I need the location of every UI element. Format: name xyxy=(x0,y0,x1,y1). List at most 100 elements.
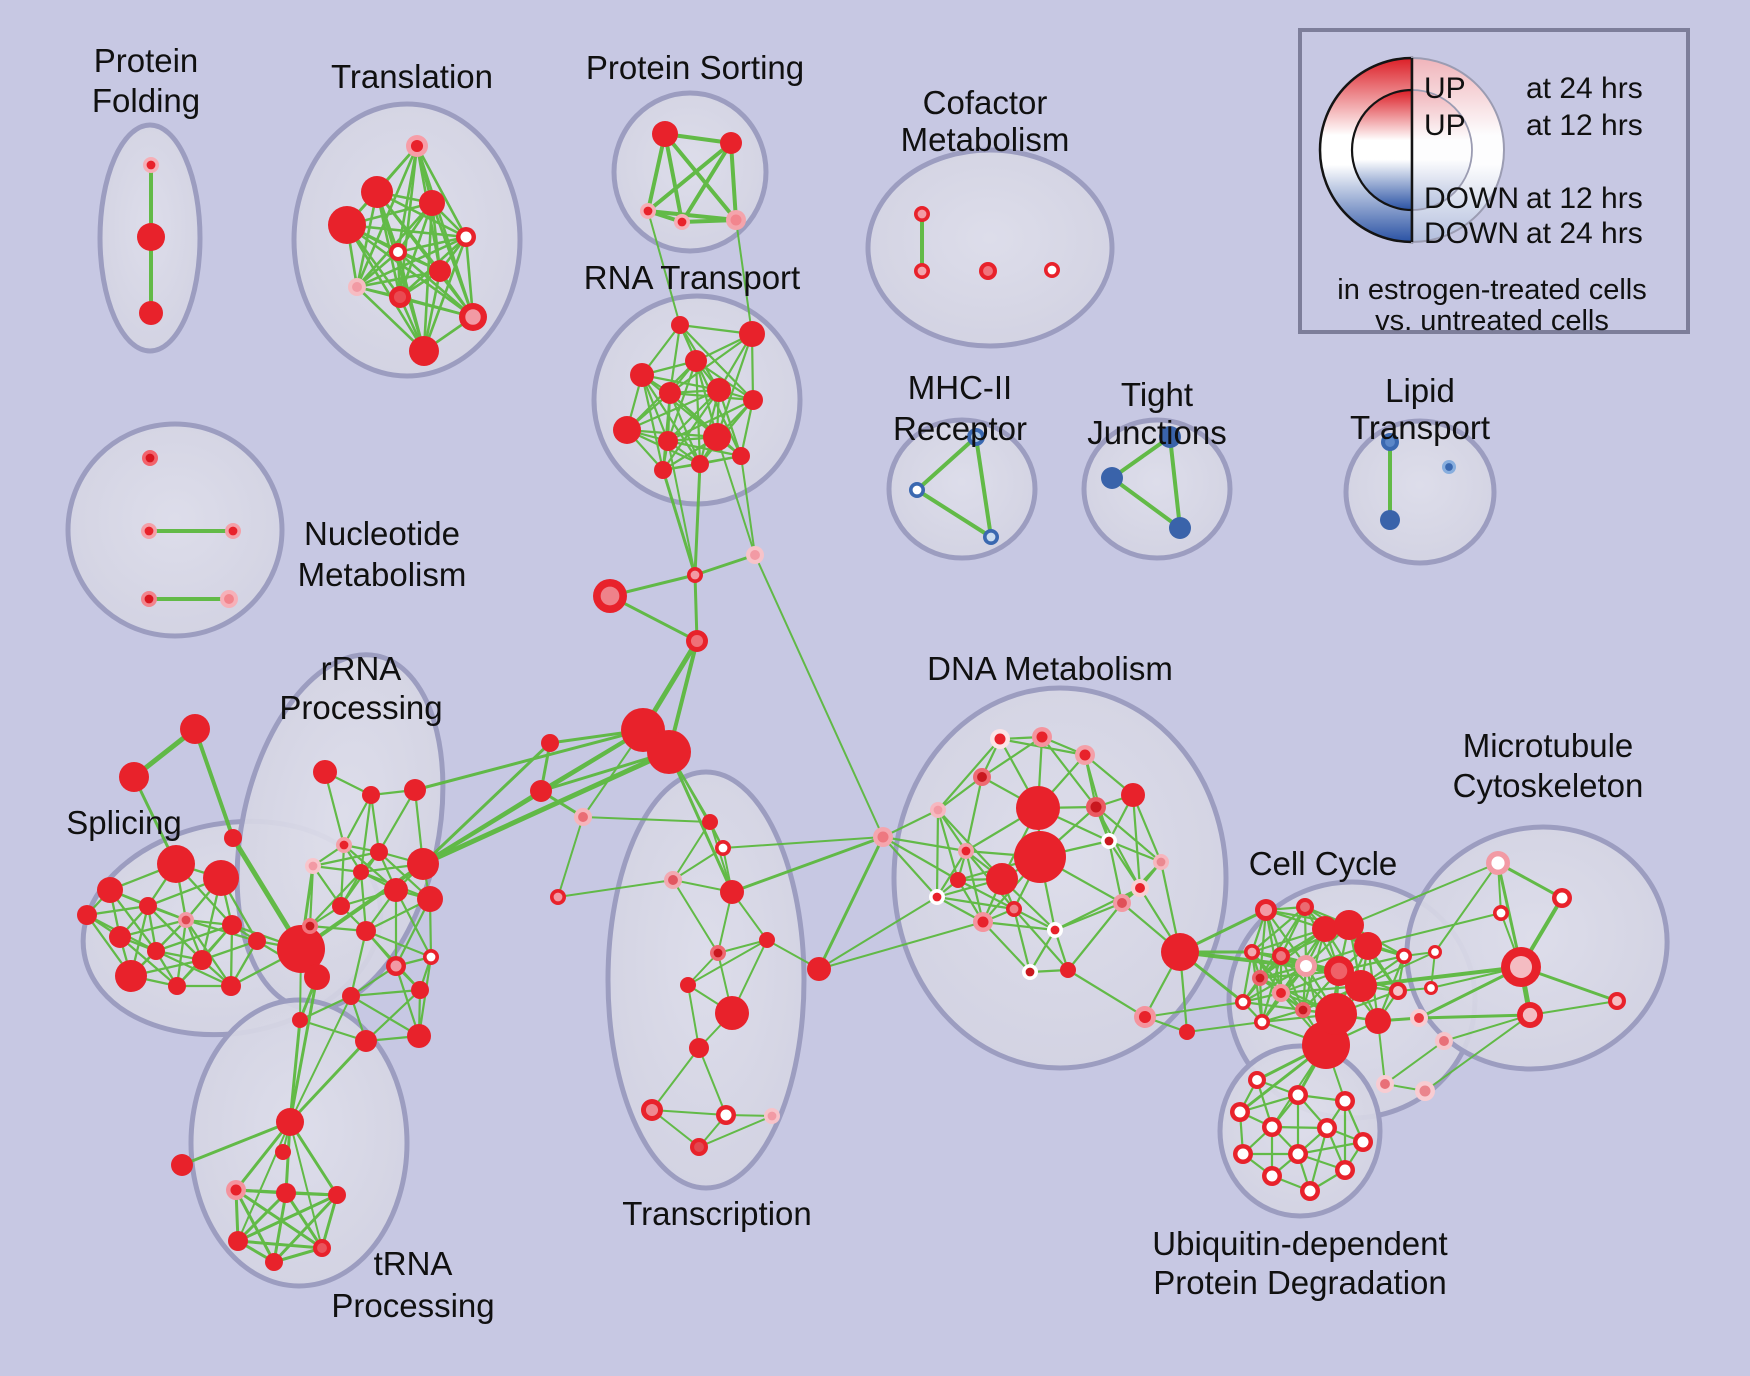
node-tc-10-core xyxy=(720,1109,732,1121)
cluster-label-tj-0: Tight xyxy=(1121,376,1193,413)
edge xyxy=(698,1047,727,1116)
node-rr-14 xyxy=(411,981,429,999)
edge xyxy=(1012,907,1070,972)
edge xyxy=(342,793,373,847)
edge xyxy=(980,735,1044,779)
edge xyxy=(640,373,665,472)
node-tc-4 xyxy=(759,932,775,948)
node-rt-7 xyxy=(613,416,641,444)
node-mt-5-core xyxy=(1612,996,1622,1006)
node-rt-1 xyxy=(739,321,765,347)
node-net-9-core xyxy=(553,892,563,902)
edge xyxy=(355,269,442,289)
node-rr-4-core xyxy=(308,861,318,871)
node-rr-5 xyxy=(353,864,369,880)
cluster-label-sp-0: Splicing xyxy=(66,804,182,841)
node-tn-0 xyxy=(276,1108,304,1136)
node-rt-2 xyxy=(685,350,707,372)
legend-up12-time: at 12 hrs xyxy=(1526,109,1643,142)
edge xyxy=(936,737,1002,812)
node-rr-3-core xyxy=(339,840,349,850)
node-rt-6 xyxy=(743,390,763,410)
node-tr-3 xyxy=(328,206,366,244)
edge xyxy=(915,488,993,539)
node-net-5-core xyxy=(690,634,704,648)
edge xyxy=(693,553,757,577)
legend-down12-time: at 12 hrs xyxy=(1526,182,1643,215)
edge xyxy=(394,888,433,959)
edge xyxy=(364,988,422,1043)
node-mh-0-core xyxy=(971,432,981,442)
edge xyxy=(85,904,150,917)
edge xyxy=(687,939,768,986)
node-pf-1 xyxy=(137,223,165,251)
edge xyxy=(1107,839,1163,864)
edge xyxy=(1384,1040,1445,1085)
node-sp-9 xyxy=(109,926,131,948)
legend-down24-time: at 24 hrs xyxy=(1526,217,1643,250)
cluster-label-cc-0: Cell Cycle xyxy=(1249,845,1398,882)
cluster-label-tn-0: tRNA xyxy=(374,1245,453,1282)
edge xyxy=(667,440,696,576)
node-pf-2 xyxy=(139,301,163,325)
node-mt-0-core xyxy=(1491,856,1505,870)
edge xyxy=(1250,905,1307,954)
cluster-ellipse-ps xyxy=(611,90,769,254)
edge xyxy=(396,235,468,254)
edge xyxy=(237,1121,291,1242)
node-nm-4-core xyxy=(224,594,234,604)
node-dm-17-core xyxy=(1025,967,1035,977)
node-pf-0-core xyxy=(146,160,156,170)
node-dm-13-core xyxy=(932,892,942,902)
edge xyxy=(740,455,756,556)
node-dm-21-core xyxy=(1009,904,1019,914)
node-dm-2-core xyxy=(1079,749,1091,761)
edge xyxy=(693,462,702,577)
node-mt-4-core xyxy=(1522,1007,1538,1023)
edge xyxy=(666,359,698,443)
edge xyxy=(234,1120,292,1192)
edge xyxy=(651,1047,700,1111)
node-mt-7-core xyxy=(1427,984,1435,992)
node-sp-0 xyxy=(180,714,210,744)
edge xyxy=(716,436,756,556)
node-cc-11-core xyxy=(1238,997,1248,1007)
node-cc-4 xyxy=(1354,932,1382,960)
edge xyxy=(680,141,733,224)
node-sp-10 xyxy=(147,942,165,960)
node-ps-1 xyxy=(720,132,742,154)
edge xyxy=(349,929,368,998)
edge xyxy=(272,1191,288,1264)
cluster-label-pf-0: Protein xyxy=(94,42,199,79)
node-tn-1 xyxy=(171,1154,193,1176)
edge xyxy=(323,770,346,847)
edge xyxy=(339,843,346,908)
edge xyxy=(818,896,938,970)
node-cm-2-core xyxy=(983,266,993,276)
node-sp-11 xyxy=(192,950,212,970)
node-ub-8-core xyxy=(1292,1148,1304,1160)
node-sp-18 xyxy=(304,964,330,990)
node-ub-5-core xyxy=(1321,1122,1333,1134)
edge xyxy=(1238,1093,1300,1114)
node-tj-2 xyxy=(1169,517,1191,539)
edge xyxy=(735,219,753,335)
edge xyxy=(349,994,421,1038)
edge xyxy=(364,929,433,959)
edge xyxy=(1417,1013,1532,1020)
node-nm-3-core xyxy=(144,594,154,604)
cluster-label-lt-0: Lipid xyxy=(1385,372,1455,409)
node-dm-1-core xyxy=(1036,731,1048,743)
edge xyxy=(184,918,259,943)
edge xyxy=(557,816,584,898)
edge xyxy=(345,223,468,239)
node-dm-19-core xyxy=(1135,883,1145,893)
node-dm-8 xyxy=(1014,831,1066,883)
node-ps-4-core xyxy=(730,214,742,226)
node-sp-14 xyxy=(221,976,241,996)
node-tc-5-core xyxy=(713,948,723,958)
node-lt-2-core xyxy=(1445,463,1453,471)
edge xyxy=(582,816,711,823)
node-rr-13-core xyxy=(390,960,402,972)
node-tn-3 xyxy=(276,1183,296,1203)
